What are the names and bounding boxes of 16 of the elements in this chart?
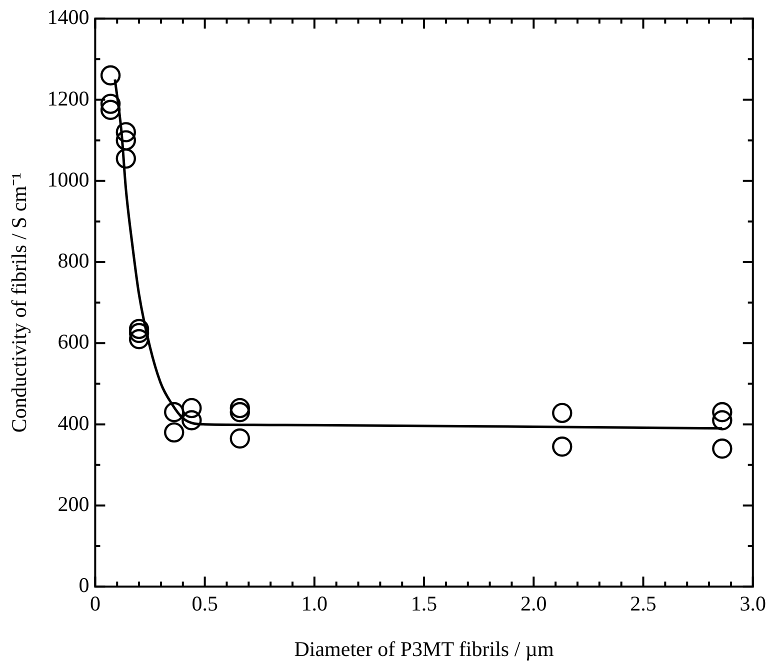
y-tick-label: 1200: [47, 86, 90, 110]
y-tick-label: 800: [58, 248, 90, 273]
x-axis-title: Diameter of P3MT fibrils / µm: [294, 636, 554, 661]
y-tick-label: 1400: [47, 5, 90, 30]
y-axis-title: Conductivity of fibrils / S cm⁻¹: [7, 172, 32, 433]
x-tick-label: 0.5: [192, 592, 218, 616]
x-tick-label: 2.0: [520, 592, 547, 616]
x-tick-label: 1.0: [301, 592, 328, 616]
x-tick-label: 1.5: [410, 592, 438, 616]
y-tick-label: 200: [58, 492, 90, 516]
y-tick-label: 1000: [47, 167, 90, 192]
y-tick-label: 400: [58, 410, 90, 435]
y-tick-label: 600: [58, 330, 90, 354]
x-tick-label: 3.0: [740, 592, 766, 616]
x-tick-label: 2.5: [630, 592, 656, 616]
y-tick-label: 0: [78, 573, 90, 598]
